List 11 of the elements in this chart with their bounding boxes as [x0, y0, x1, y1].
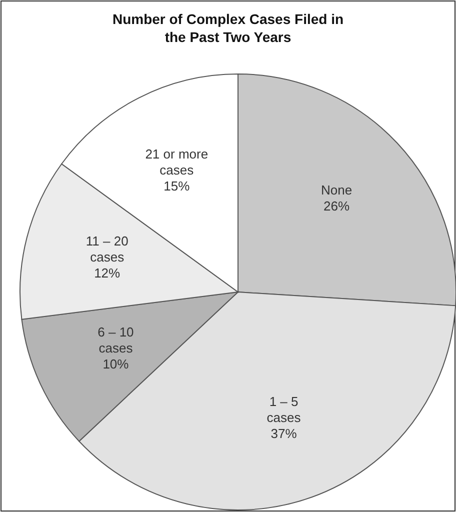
data-label: 15% [164, 179, 190, 194]
slice-label: 21 or more cases [145, 147, 208, 178]
slice-label: 11 – 20 cases [86, 234, 128, 265]
data-label: 37% [270, 426, 298, 442]
data-label: 10% [102, 356, 130, 372]
data-label: 12% [94, 266, 121, 281]
chart-title: Number of Complex Cases Filed in the Past Two Years [112, 11, 344, 45]
slice-label: None [320, 182, 352, 198]
slice-label: 6 – 10 cases [98, 324, 134, 356]
data-label: 26% [324, 198, 350, 214]
slice-label: 1 – 5 cases [266, 394, 302, 426]
